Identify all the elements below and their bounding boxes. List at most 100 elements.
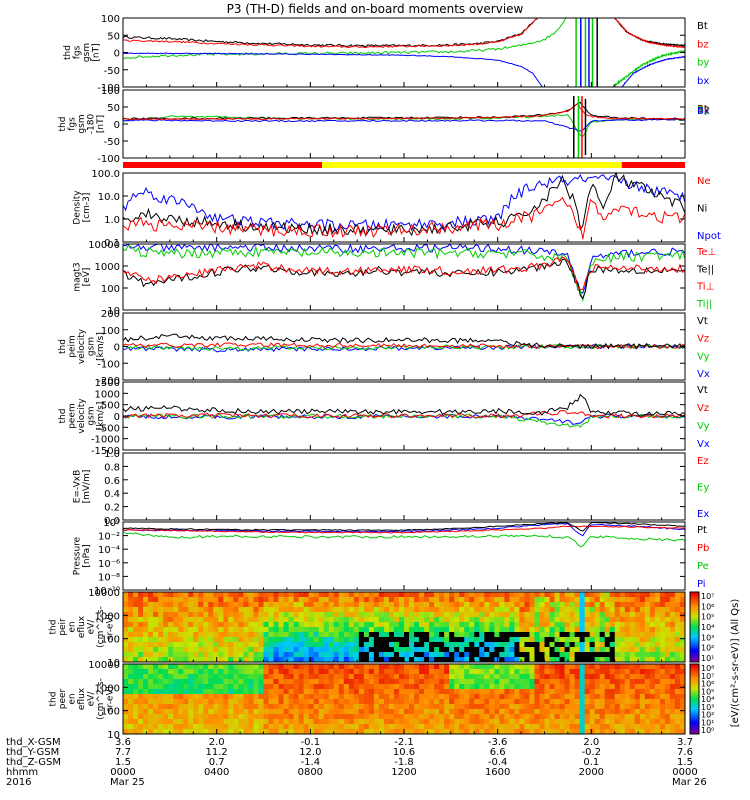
- heatmap-cell: [539, 669, 545, 675]
- heatmap-cell: [669, 627, 676, 633]
- heatmap-cell: [529, 699, 535, 705]
- heatmap-cell: [298, 729, 305, 735]
- heatmap-cell: [679, 674, 686, 680]
- heatmap-cell: [383, 729, 390, 735]
- heatmap-cell: [544, 704, 550, 710]
- heatmap-cell: [614, 669, 621, 675]
- legend-Pb: Pb: [697, 543, 709, 554]
- heatmap-cell: [208, 724, 214, 730]
- heatmap-cell: [584, 657, 591, 663]
- heatmap-cell: [268, 652, 274, 658]
- series-Pt: [122, 521, 686, 532]
- heatmap-cell: [679, 597, 686, 603]
- heatmap-cell: [368, 669, 375, 675]
- heatmap-cell: [409, 699, 415, 705]
- heatmap-cell: [288, 669, 295, 675]
- heatmap-cell: [273, 632, 279, 638]
- heatmap-cell: [178, 607, 184, 613]
- heatmap-cell: [258, 642, 264, 648]
- y-tick-label: 10000: [88, 240, 120, 251]
- heatmap-cell: [454, 729, 460, 735]
- heatmap-cell: [268, 689, 274, 695]
- series-Vz: [122, 410, 686, 419]
- heatmap-cell: [569, 632, 576, 638]
- heatmap-cell: [198, 622, 204, 628]
- heatmap-cell: [213, 657, 219, 663]
- heatmap-cell: [454, 652, 460, 658]
- heatmap-cell: [193, 694, 199, 700]
- heatmap-cell: [138, 642, 144, 648]
- heatmap-cell: [208, 704, 214, 710]
- heatmap-cell: [564, 637, 570, 643]
- heatmap-cell: [203, 694, 209, 700]
- heatmap-cell: [188, 724, 194, 730]
- heatmap-cell: [183, 597, 189, 603]
- heatmap-cell: [414, 689, 420, 695]
- heatmap-cell: [679, 612, 686, 618]
- heatmap-cell: [248, 627, 254, 633]
- panel-frame: [122, 89, 686, 159]
- heatmap-cell: [504, 597, 510, 603]
- heatmap-cell: [238, 699, 244, 705]
- heatmap-cell: [273, 699, 279, 705]
- heatmap-cell: [208, 679, 214, 685]
- y-axis-label-line: [nPa]: [82, 544, 92, 567]
- heatmap-cell: [123, 674, 129, 680]
- heatmap-cell: [444, 652, 450, 658]
- heatmap-cell: [313, 622, 320, 628]
- heatmap-cell: [313, 684, 320, 690]
- heatmap-cell: [238, 602, 244, 608]
- heatmap-cell: [619, 664, 626, 670]
- heatmap-cell: [559, 664, 565, 670]
- heatmap-cell: [669, 674, 676, 680]
- heatmap-cell: [404, 679, 410, 685]
- heatmap-cell: [404, 684, 410, 690]
- heatmap-cell: [263, 642, 269, 648]
- panel-frame: [122, 172, 686, 243]
- heatmap-cell: [654, 632, 661, 638]
- heatmap-cell: [383, 612, 390, 618]
- heatmap-cell: [383, 679, 390, 685]
- heatmap-cell: [253, 632, 259, 638]
- y-tick-label: 1000: [95, 683, 120, 694]
- legend-Vt: Vt: [697, 316, 708, 327]
- heatmap-cell: [288, 719, 295, 725]
- heatmap-cell: [298, 632, 305, 638]
- heatmap-cell: [148, 632, 154, 638]
- heatmap-cell: [393, 719, 400, 725]
- heatmap-cell: [409, 704, 415, 710]
- heatmap-cell: [479, 647, 485, 653]
- heatmap-cell: [163, 612, 169, 618]
- heatmap-cell: [223, 704, 229, 710]
- heatmap-cell: [278, 637, 284, 643]
- heatmap-cell: [414, 669, 420, 675]
- heatmap-cell: [133, 689, 139, 695]
- heatmap-cell: [664, 602, 671, 608]
- heatmap-peir-eflux: [123, 592, 686, 663]
- heatmap-cell: [188, 704, 194, 710]
- heatmap-cell: [499, 724, 505, 730]
- heatmap-cell: [248, 689, 254, 695]
- heatmap-cell: [429, 652, 435, 658]
- heatmap-cell: [584, 607, 591, 613]
- heatmap-cell: [474, 689, 480, 695]
- heatmap-cell: [679, 592, 686, 598]
- heatmap-cell: [479, 652, 485, 658]
- colorbar-cell: [690, 641, 699, 644]
- heatmap-cell: [574, 632, 581, 638]
- heatmap-cell: [198, 719, 204, 725]
- heatmap-cell: [589, 704, 596, 710]
- colorbar-cell: [690, 637, 699, 640]
- heatmap-cell: [539, 602, 545, 608]
- heatmap-cell: [313, 724, 320, 730]
- heatmap-cell: [313, 674, 320, 680]
- heatmap-cell: [434, 709, 440, 715]
- heatmap-cell: [328, 684, 335, 690]
- heatmap-cell: [569, 694, 576, 700]
- heatmap-cell: [664, 652, 671, 658]
- heatmap-cell: [544, 622, 550, 628]
- heatmap-cell: [404, 674, 410, 680]
- heatmap-cell: [333, 714, 340, 720]
- heatmap-cell: [133, 709, 139, 715]
- heatmap-cell: [414, 617, 420, 623]
